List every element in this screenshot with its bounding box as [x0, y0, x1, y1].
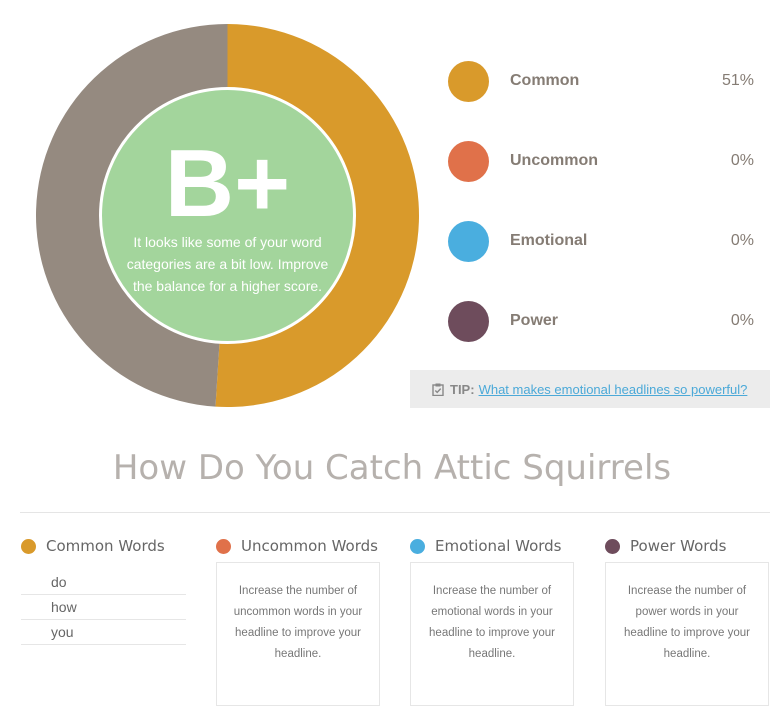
- legend-item-emotional: Emotional 0%: [448, 220, 754, 262]
- legend-label: Power: [510, 312, 559, 329]
- emotional-dot-icon: [410, 538, 425, 554]
- emotional-advice-box: Increase the number of emotional words i…: [410, 562, 574, 706]
- common-word-list: do how you: [21, 570, 186, 645]
- donut-svg: [36, 24, 419, 407]
- legend-value: 0%: [730, 312, 754, 329]
- tip-prefix: TIP:: [450, 381, 475, 397]
- list-item: you: [21, 620, 186, 645]
- category-title: Common Words: [46, 537, 165, 555]
- tip-bar: TIP: What makes emotional headlines so p…: [410, 370, 770, 408]
- legend-label: Uncommon: [510, 152, 598, 169]
- legend-label: Emotional: [510, 232, 588, 249]
- legend-value: 0%: [730, 232, 754, 249]
- emotional-headlines-link[interactable]: What makes emotional headlines so powerf…: [478, 381, 748, 397]
- emotional-dot-icon: [448, 220, 489, 262]
- category-emotional-words: Emotional Words Increase the number of e…: [410, 536, 574, 706]
- category-title: Emotional Words: [435, 537, 562, 555]
- common-dot-icon: [21, 538, 36, 554]
- grade-letter: B+: [164, 130, 291, 237]
- uncommon-advice-box: Increase the number of uncommon words in…: [216, 562, 380, 706]
- common-dot-icon: [448, 60, 489, 102]
- power-dot-icon: [448, 300, 489, 342]
- uncommon-dot-icon: [216, 538, 231, 554]
- grade-message: It looks like some of your word categori…: [126, 234, 329, 294]
- legend-label: Common: [510, 72, 580, 89]
- clipboard-check-icon: [432, 383, 444, 396]
- list-item: do: [21, 570, 186, 595]
- grade-circle: [99, 87, 356, 344]
- donut-segment-other: [36, 24, 228, 407]
- legend-value: 51%: [721, 72, 754, 89]
- score-donut-chart: B+ It looks like some of your word categ…: [36, 24, 419, 407]
- power-advice-box: Increase the number of power words in yo…: [605, 562, 769, 706]
- legend-item-uncommon: Uncommon 0%: [448, 140, 754, 182]
- category-power-words: Power Words Increase the number of power…: [605, 536, 769, 706]
- category-uncommon-words: Uncommon Words Increase the number of un…: [216, 536, 380, 706]
- power-dot-icon: [605, 538, 620, 554]
- legend-item-power: Power 0%: [448, 300, 754, 342]
- category-title: Power Words: [630, 537, 727, 555]
- donut-segment-common: [215, 24, 419, 407]
- uncommon-dot-icon: [448, 140, 489, 182]
- section-divider: [20, 512, 770, 513]
- list-item: how: [21, 595, 186, 620]
- legend-value: 0%: [730, 152, 754, 169]
- legend-item-common: Common 51%: [448, 60, 754, 102]
- analyzed-headline: How Do You Catch Attic Squirrels: [112, 448, 672, 488]
- category-common-words: Common Words do how you: [21, 536, 186, 645]
- category-title: Uncommon Words: [241, 537, 378, 555]
